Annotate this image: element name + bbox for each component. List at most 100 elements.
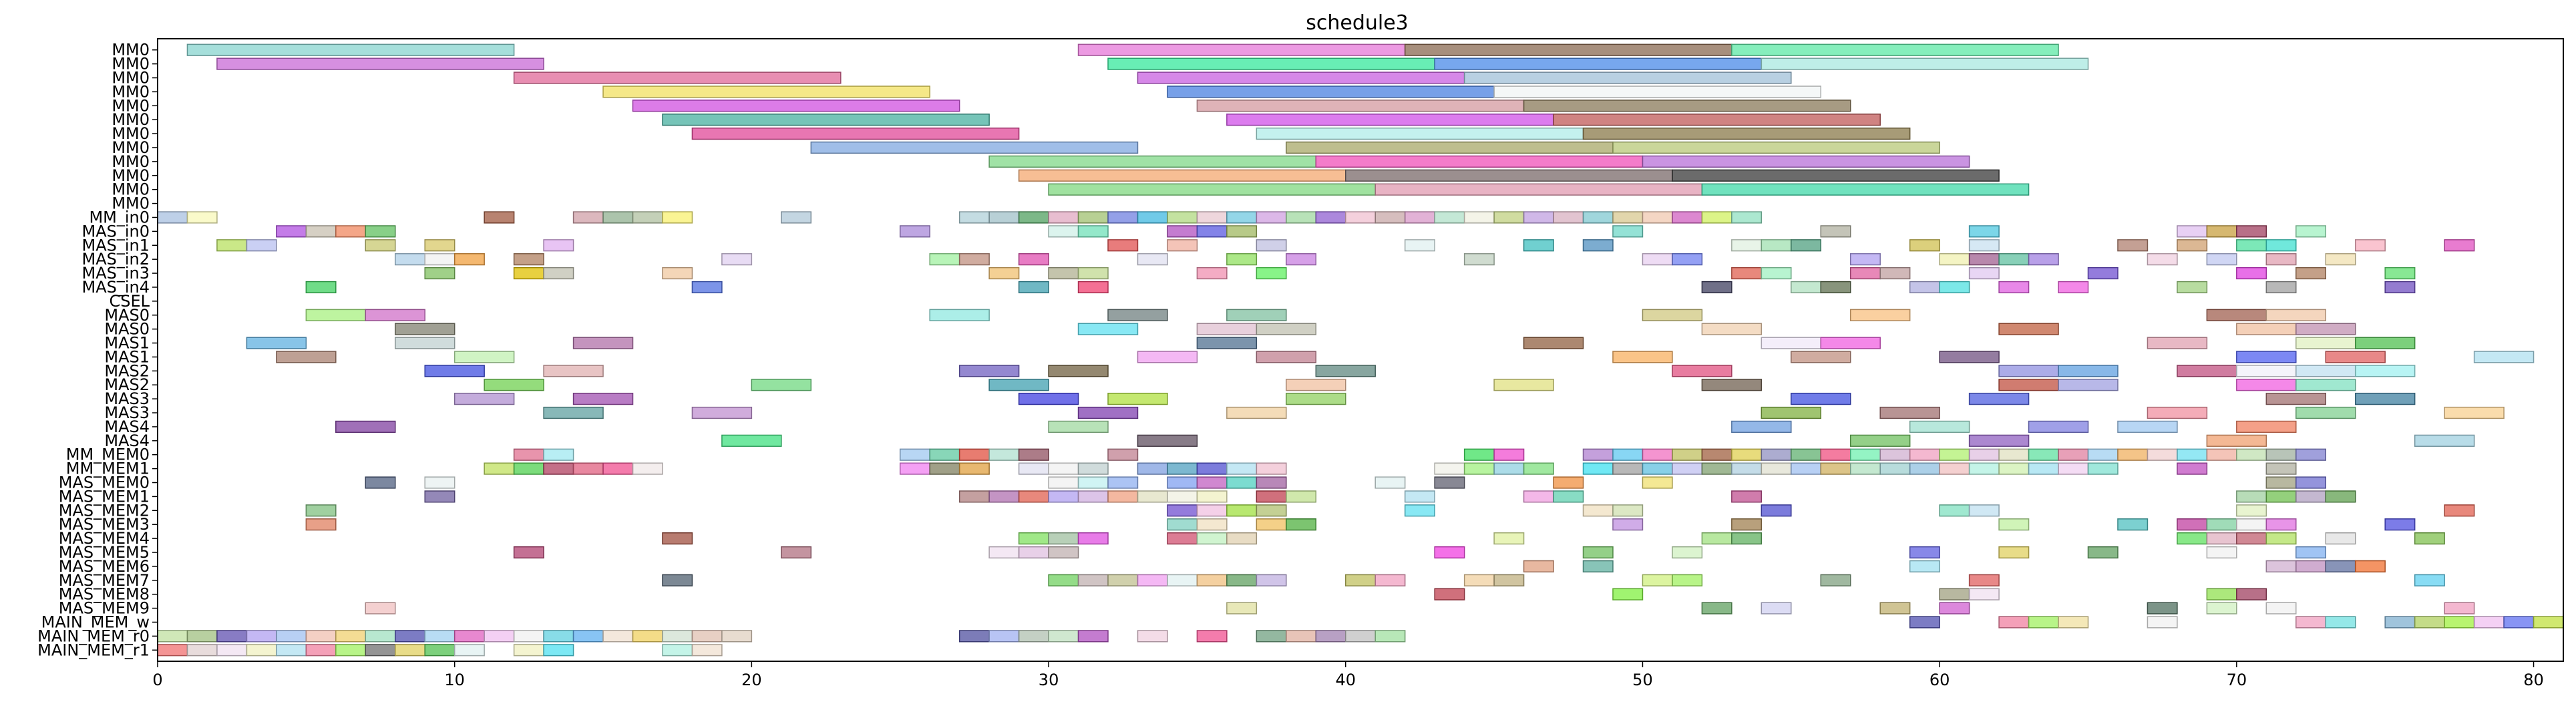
gantt-bar [186, 43, 515, 56]
y-tick-label: MM0 [112, 138, 150, 157]
gantt-bar [2444, 239, 2475, 252]
gantt-bar [2533, 616, 2564, 629]
gantt-bar [2206, 546, 2237, 559]
gantt-bar [1018, 393, 1079, 405]
gantt-bar [1286, 379, 1346, 391]
x-tick-label: 40 [1335, 671, 1356, 689]
gantt-bar [1642, 476, 1673, 489]
gantt-bar [1256, 462, 1287, 475]
y-tick-label: MM0 [112, 166, 150, 185]
x-tick-label: 80 [2523, 671, 2544, 689]
gantt-bar [1256, 504, 1287, 517]
gantt-bar [2354, 560, 2386, 573]
gantt-bar [1048, 462, 1079, 475]
gantt-bar [2236, 365, 2297, 377]
gantt-bar [1701, 323, 1763, 335]
gantt-bar [1167, 504, 1198, 517]
gantt-bar [424, 644, 455, 657]
gantt-bar [1226, 504, 1258, 517]
gantt-bar [1226, 476, 1258, 489]
gantt-bar [1701, 462, 1732, 475]
gantt-bar [2087, 267, 2119, 280]
gantt-bar [781, 546, 812, 559]
x-tick-label: 20 [741, 671, 762, 689]
gantt-bar [1374, 183, 1703, 196]
gantt-bar [1493, 85, 1822, 98]
gantt-bar [2236, 225, 2267, 238]
y-tick-label: MAS3 [104, 403, 150, 422]
gantt-bar [1107, 57, 1435, 70]
gantt-bar [1672, 169, 2000, 182]
gantt-bar [1286, 211, 1317, 224]
gantt-bar [365, 309, 425, 321]
gantt-bar [305, 518, 337, 531]
gantt-bar [157, 644, 188, 657]
gantt-bar [1642, 574, 1673, 586]
gantt-bar [1909, 560, 1940, 573]
gantt-bar [572, 211, 604, 224]
gantt-bar [1374, 211, 1406, 224]
gantt-bar [1256, 630, 1287, 643]
gantt-bar [335, 420, 396, 433]
gantt-bar [2325, 560, 2356, 573]
gantt-bar [1167, 211, 1198, 224]
y-tick-label: MM0 [112, 69, 150, 87]
gantt-bar [2354, 337, 2416, 349]
gantt-bar [1315, 155, 1644, 168]
gantt-bar [1998, 365, 2059, 377]
gantt-bar [1196, 518, 1228, 531]
gantt-bar [1612, 225, 1644, 238]
gantt-bar [1048, 211, 1079, 224]
gantt-bar [632, 630, 663, 643]
gantt-bar [2265, 253, 2297, 266]
gantt-bar [1434, 588, 1465, 600]
y-tick-label: MAIN_MEM_w [41, 612, 150, 631]
gantt-bar [1968, 267, 2000, 280]
gantt-bar [543, 644, 574, 657]
gantt-bar [2236, 588, 2267, 600]
gantt-bar [1968, 588, 2000, 600]
gantt-bar [1107, 574, 1139, 586]
gantt-bar [1761, 57, 2089, 70]
gantt-bar [1286, 490, 1317, 503]
gantt-bar [1849, 253, 1881, 266]
gantt-bar [1968, 448, 2000, 461]
gantt-bar [2414, 434, 2475, 447]
gantt-bar [365, 644, 396, 657]
gantt-bar [1167, 476, 1198, 489]
gantt-bar [2295, 546, 2326, 559]
gantt-bar [246, 630, 277, 643]
gantt-bar [2236, 420, 2297, 433]
gantt-bar [2414, 532, 2445, 545]
gantt-bar [1048, 476, 1079, 489]
gantt-bar [1909, 448, 1940, 461]
gantt-bar [1315, 211, 1346, 224]
y-tick-label: MAS_MEM5 [59, 543, 150, 562]
gantt-bar [365, 239, 396, 252]
gantt-bar [1493, 532, 1525, 545]
gantt-bar [543, 365, 604, 377]
gantt-bar [1701, 183, 2030, 196]
gantt-bar [1315, 365, 1376, 377]
gantt-bar [2177, 518, 2208, 531]
gantt-bar [1374, 630, 1406, 643]
gantt-bar [1434, 211, 1465, 224]
gantt-bar [721, 630, 753, 643]
gantt-bar [484, 630, 515, 643]
gantt-bar [543, 448, 574, 461]
gantt-bar [1077, 630, 1109, 643]
gantt-bar [1137, 462, 1168, 475]
y-tick-label: CSEL [109, 292, 150, 311]
gantt-bar [2295, 365, 2356, 377]
gantt-bar [1612, 351, 1673, 363]
gantt-bar [1196, 574, 1228, 586]
gantt-bar [1879, 406, 1940, 419]
gantt-bar [1612, 462, 1644, 475]
gantt-bar [216, 57, 544, 70]
gantt-bar [602, 85, 930, 98]
gantt-bar [1463, 253, 1495, 266]
gantt-bar [1672, 462, 1703, 475]
gantt-bar [1820, 281, 1851, 294]
gantt-bar [1137, 351, 1198, 363]
gantt-bar [246, 337, 307, 349]
